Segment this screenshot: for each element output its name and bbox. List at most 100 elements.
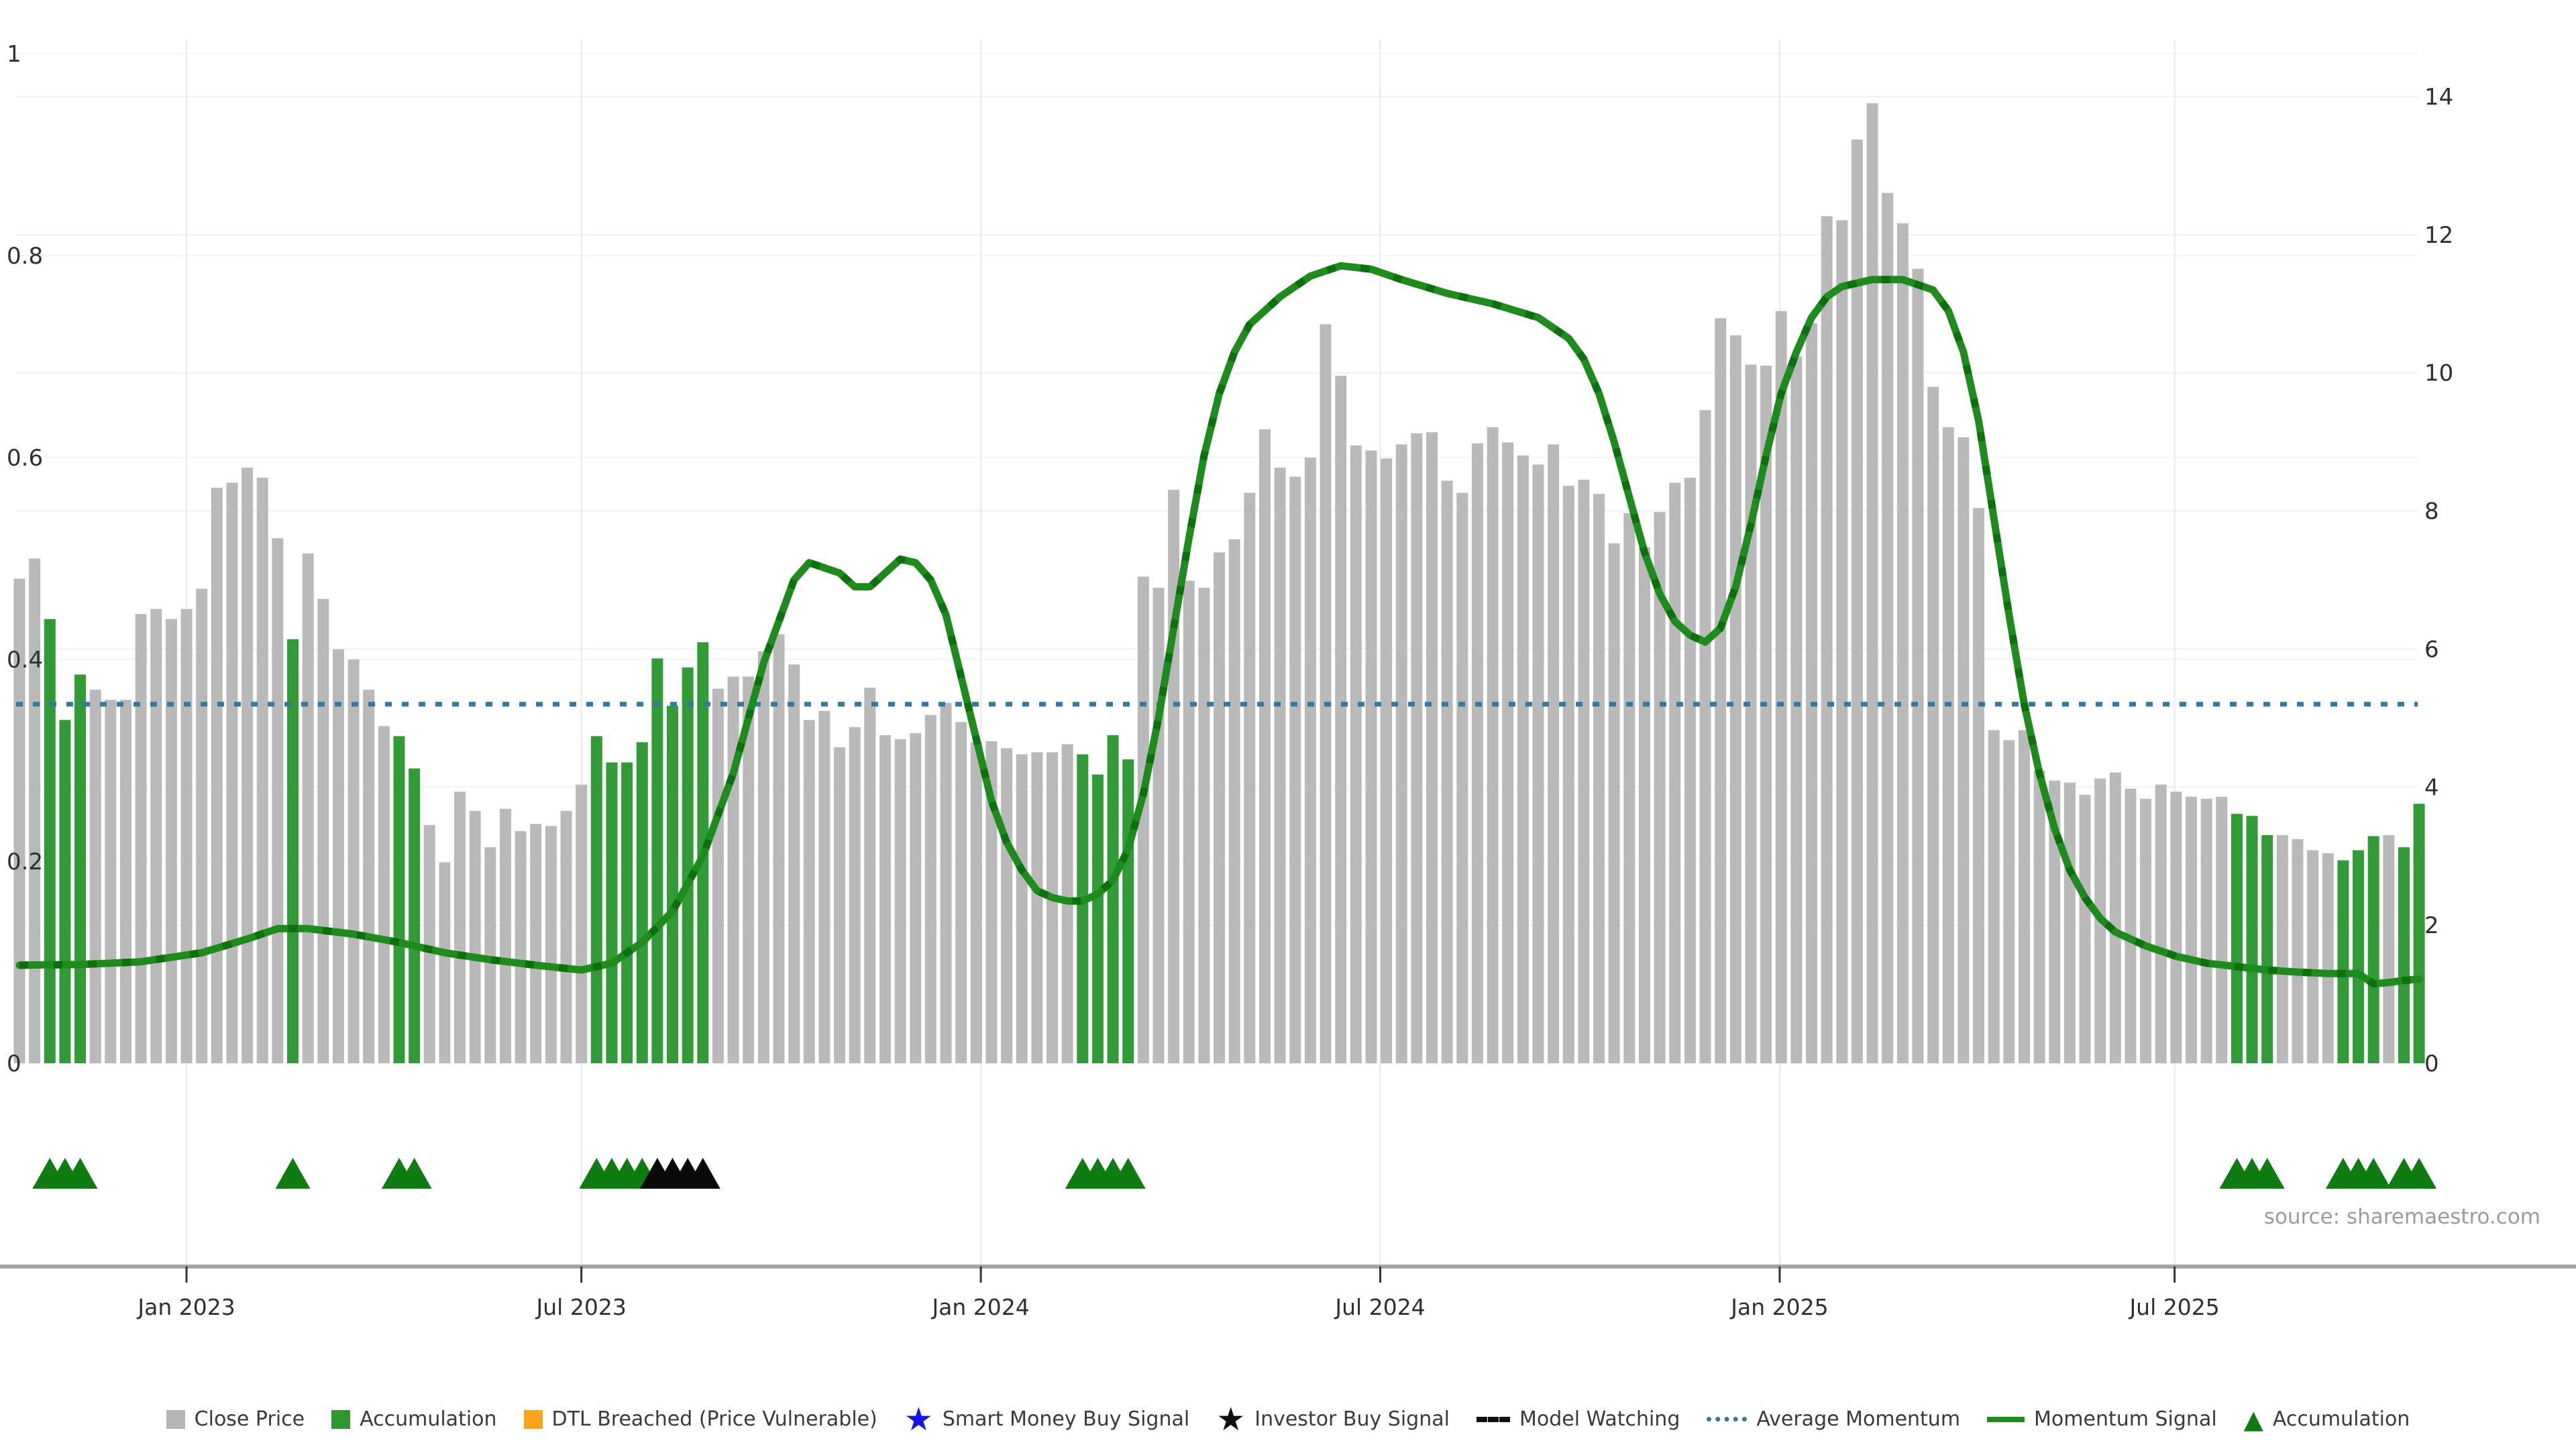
legend-item-momentum-signal: Momentum Signal [1987,1407,2217,1431]
investor-buy-star-icon: ★ [1216,1400,1246,1438]
accumulation-bar [287,639,299,1063]
close-price-bar [2276,835,2288,1063]
accumulation-bar [44,619,56,1063]
accumulation-bar [2367,836,2379,1063]
close-price-bar [1214,552,1226,1063]
model-watching-dashed-line-icon [1476,1416,1510,1422]
accumulation-bar [2398,847,2410,1063]
close-price-bar [560,810,572,1063]
close-price-bar [1244,492,1256,1063]
close-price-bar [955,722,967,1063]
accumulation-bar [621,762,633,1063]
legend-label: Accumulation [2272,1407,2410,1431]
close-price-bar [1578,480,1590,1063]
close-price-bar [499,808,511,1063]
close-price-bar [1031,752,1043,1063]
close-price-bar [2003,740,2015,1063]
close-price-bar [1548,444,1560,1063]
close-price-bar [2018,730,2030,1063]
close-price-bar [1016,754,1028,1063]
close-price-bar [1836,220,1848,1064]
accumulation-bar [2353,850,2365,1063]
accumulation-triangle-marker [62,1158,98,1189]
source-credit: source: sharemaestro.com [2263,1205,2540,1229]
close-price-bar [1532,464,1544,1063]
average-momentum-dotted-line-icon [1707,1417,1748,1421]
close-price-bar [1654,512,1666,1063]
accumulation-bar [2231,814,2243,1063]
x-tick-label: Jul 2023 [535,1294,627,1320]
accumulation-bar [667,706,679,1063]
close-price-bar [1517,455,1529,1063]
investor-buy-triangle-marker [685,1158,720,1189]
close-price-bar [985,741,998,1063]
close-price-bar [1168,490,1180,1063]
close-price-bar [1228,539,1240,1063]
close-price-swatch-icon [166,1409,185,1429]
x-tick-label: Jul 2024 [1334,1294,1425,1320]
legend-label: Momentum Signal [2034,1407,2217,1431]
close-price-bar [211,488,223,1063]
right-axis-tick-label: 8 [2424,498,2439,525]
close-price-bar [1183,580,1195,1063]
legend-label: Close Price [194,1407,305,1431]
close-price-bar [1274,468,1286,1063]
close-price-bar [1821,216,1833,1064]
close-price-bar [1729,335,1741,1063]
accumulation-bar [636,742,648,1063]
close-price-bar [165,619,177,1063]
momentum-signal-line [15,262,2423,988]
accumulation-bar [1122,759,1134,1063]
close-price-bar [1896,223,1909,1064]
close-price-bar [773,634,785,1063]
close-price-bar [2063,782,2076,1063]
legend-item-average-momentum: Average Momentum [1707,1407,1960,1431]
close-price-bar [1350,445,1362,1063]
legend-item-close-price: Close Price [166,1407,305,1431]
legend-label: Smart Money Buy Signal [942,1407,1190,1431]
close-price-bar [834,747,846,1063]
close-price-bar [1623,513,1635,1063]
close-price-bar [2033,770,2045,1063]
accumulation-bar [2337,860,2349,1063]
close-price-bar [1715,318,1727,1063]
close-price-bar [2125,788,2137,1063]
right-axis-tick-label: 14 [2424,84,2453,111]
legend-item-accumulation-bar: Accumulation [331,1407,497,1431]
accumulation-bar [74,674,87,1063]
close-price-bar [2322,853,2334,1063]
x-tick-label: Jan 2023 [136,1294,235,1320]
dtl-breached-swatch-icon [523,1409,543,1429]
close-price-bar [2170,792,2182,1063]
left-axis-tick-label: 0.4 [7,647,43,674]
close-price-bar [1745,364,1757,1063]
accumulation-bar [651,658,663,1063]
close-price-bar [439,862,451,1063]
close-price-bar [1137,576,1149,1063]
accumulation-triangle-marker [396,1158,432,1189]
close-price-bar [1699,410,1711,1063]
close-price-bar [924,714,936,1063]
close-price-bar [13,578,25,1063]
left-axis-tick-label: 0.8 [7,243,43,270]
close-price-bar [1381,458,1393,1063]
close-price-bar [150,608,162,1063]
close-price-bar [530,824,542,1063]
accumulation-bar [682,667,694,1063]
close-price-bar [89,690,101,1063]
close-price-bar [2140,798,2152,1063]
accumulation-triangle-marker [2356,1158,2392,1189]
close-price-bar [1258,429,1271,1063]
right-axis-tick-label: 6 [2424,636,2439,663]
accumulation-bar [1091,774,1104,1063]
close-price-bar [1608,543,1620,1063]
close-price-bar [1638,547,1650,1063]
legend-item-dtl-breached: DTL Breached (Price Vulnerable) [523,1407,877,1431]
close-price-bar [1152,588,1165,1063]
close-price-bar [347,659,360,1063]
left-axis-tick-label: 0 [7,1051,21,1077]
close-price-bar [1669,482,1681,1063]
close-price-bar [119,700,131,1063]
accumulation-bar [1107,735,1119,1063]
close-price-bar [1335,376,1347,1063]
